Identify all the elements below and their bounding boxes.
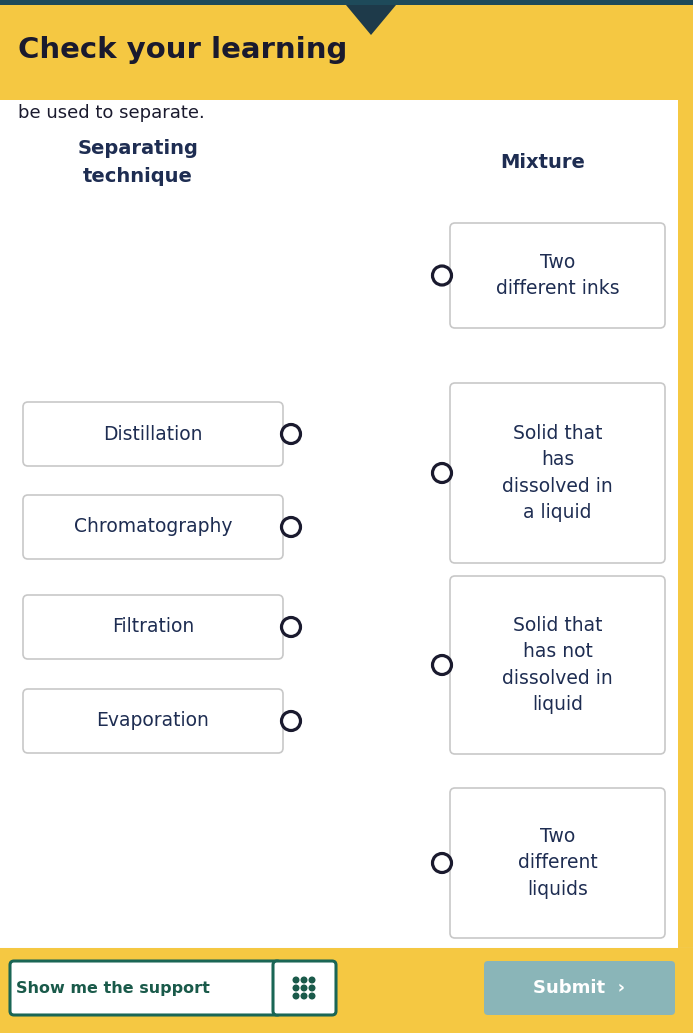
FancyBboxPatch shape [23,595,283,659]
Polygon shape [346,5,396,35]
FancyBboxPatch shape [450,788,665,938]
FancyBboxPatch shape [23,402,283,466]
FancyBboxPatch shape [450,576,665,754]
FancyBboxPatch shape [0,0,693,5]
Text: Mixture: Mixture [500,154,586,173]
FancyBboxPatch shape [23,495,283,559]
Text: Show me the support: Show me the support [16,980,210,996]
Text: Distillation: Distillation [103,425,203,443]
Text: Solid that
has not
dissolved in
liquid: Solid that has not dissolved in liquid [502,616,613,714]
Text: Check your learning: Check your learning [18,36,347,64]
FancyBboxPatch shape [273,961,336,1015]
Circle shape [432,267,452,285]
FancyBboxPatch shape [484,961,675,1015]
Circle shape [293,993,299,999]
FancyBboxPatch shape [678,0,693,1033]
Circle shape [432,464,452,482]
Circle shape [293,977,299,982]
Text: Two
different inks: Two different inks [495,253,620,299]
Text: Evaporation: Evaporation [96,712,209,730]
Text: Filtration: Filtration [112,618,194,636]
Circle shape [432,853,452,873]
Text: Solid that
has
dissolved in
a liquid: Solid that has dissolved in a liquid [502,424,613,523]
Circle shape [281,712,301,730]
Circle shape [281,618,301,636]
FancyBboxPatch shape [0,948,693,1033]
Text: Submit  ›: Submit › [533,979,625,997]
Circle shape [309,977,315,982]
Text: Chromatography: Chromatography [73,518,232,536]
FancyBboxPatch shape [10,961,281,1015]
Circle shape [309,993,315,999]
Circle shape [281,518,301,536]
FancyBboxPatch shape [450,383,665,563]
Circle shape [281,425,301,443]
FancyBboxPatch shape [23,689,283,753]
Circle shape [301,977,307,982]
Text: Separating
technique: Separating technique [78,139,198,187]
Circle shape [301,993,307,999]
FancyBboxPatch shape [0,5,678,100]
Circle shape [293,985,299,991]
Circle shape [432,656,452,675]
FancyBboxPatch shape [450,223,665,328]
Text: Two
different
liquids: Two different liquids [518,827,597,899]
Text: be used to separate.: be used to separate. [18,104,204,122]
Circle shape [309,985,315,991]
Circle shape [301,985,307,991]
